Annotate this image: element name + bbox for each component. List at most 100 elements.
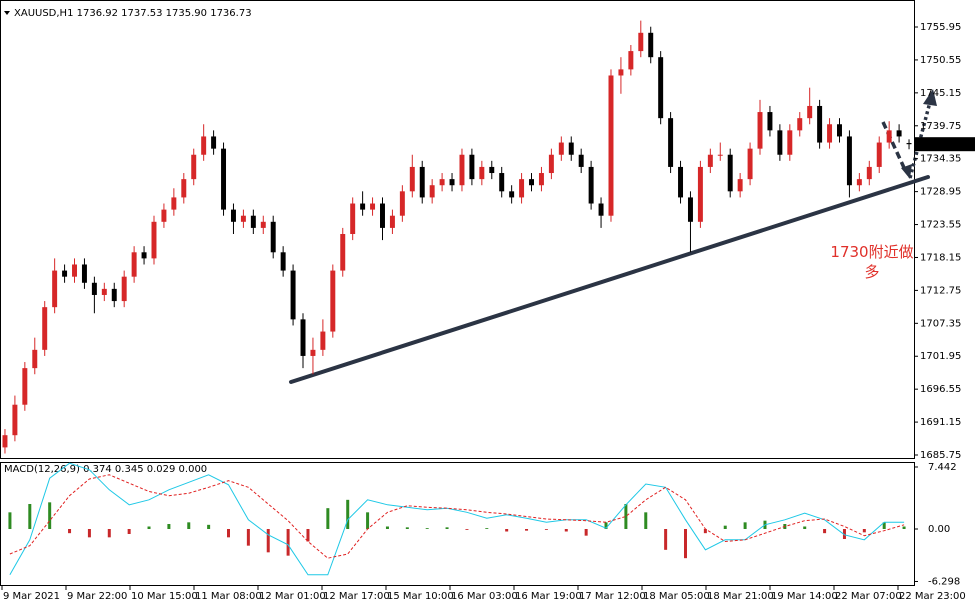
candle-body <box>91 282 97 295</box>
candle-body <box>2 435 8 448</box>
histogram-bar <box>803 526 807 529</box>
candle-body <box>141 252 147 259</box>
candle-body <box>340 233 346 271</box>
histogram-bar <box>564 529 568 532</box>
candle-body <box>638 32 644 52</box>
x-tick-label: 16 Mar 03:00 <box>451 591 518 602</box>
x-tick-label: 22 Mar 23:00 <box>899 591 966 602</box>
histogram-bar <box>544 529 548 530</box>
candle-body <box>399 191 405 216</box>
candle-body <box>687 197 693 222</box>
candle-body <box>12 404 18 436</box>
y-tick-label: 1739.75 <box>920 121 961 132</box>
candle-body <box>598 203 604 216</box>
candle-body <box>42 307 48 350</box>
x-tick-label: 19 Mar 14:00 <box>771 591 838 602</box>
candle-body <box>767 112 773 131</box>
candle-body <box>171 197 177 210</box>
price-tag <box>915 137 975 152</box>
candle-body <box>856 179 862 186</box>
y-tick-label: 1734.35 <box>920 154 961 165</box>
histogram-bar <box>584 529 588 536</box>
candle-body <box>707 154 713 167</box>
candle-body <box>151 221 157 259</box>
histogram-bar <box>743 522 747 529</box>
candle-body <box>807 105 813 119</box>
candle-body <box>52 270 58 308</box>
histogram-bar <box>644 512 648 529</box>
y-tick-label: 1755.95 <box>920 22 961 33</box>
y-tick-label: 1691.15 <box>920 417 961 428</box>
candle-body <box>797 118 803 131</box>
y-tick-label: 1696.55 <box>920 384 961 395</box>
y-tick-label: 1750.55 <box>920 55 961 66</box>
y-tick-label: 1707.35 <box>920 318 961 329</box>
candle-body <box>846 136 852 186</box>
candle-body <box>449 179 455 186</box>
histogram-bar <box>723 525 727 529</box>
trend-line <box>289 175 930 384</box>
y-tick-label: 0.00 <box>928 524 950 535</box>
candle-body <box>678 166 684 198</box>
candle-body <box>419 166 425 198</box>
candle-body <box>648 32 654 58</box>
histogram-bar <box>207 524 211 529</box>
x-tick-label: 15 Mar 10:00 <box>387 591 454 602</box>
histogram-bar <box>505 529 509 532</box>
candle-body <box>558 142 564 155</box>
candle-body <box>370 203 376 210</box>
candle-body <box>191 154 197 180</box>
arrow-head <box>923 89 937 106</box>
histogram-bar <box>684 529 687 559</box>
histogram-bar <box>902 526 906 529</box>
y-tick-label: -6.298 <box>928 576 960 587</box>
y-tick-label: 7.442 <box>928 462 957 473</box>
histogram-bar <box>147 526 151 529</box>
price-pane <box>0 0 915 459</box>
candle-body <box>62 270 68 277</box>
histogram-bar <box>68 529 72 534</box>
candle-body <box>608 75 614 216</box>
main-line <box>9 462 905 576</box>
candle-body <box>409 166 415 192</box>
candle-body <box>479 166 485 180</box>
candle-body <box>330 270 336 332</box>
candle-body <box>161 209 167 222</box>
candle-body <box>72 264 77 277</box>
histogram-bar <box>127 529 131 534</box>
chart-title: XAUUSD,H1 1736.92 1737.53 1735.90 1736.7… <box>14 8 252 19</box>
y-tick-label: 1685.75 <box>920 450 961 461</box>
histogram-bar <box>366 512 370 529</box>
histogram-bar <box>842 529 846 539</box>
histogram-bar <box>823 529 827 534</box>
candle-body <box>221 148 227 210</box>
x-tick-label: 22 Mar 07:00 <box>835 591 902 602</box>
candle-body <box>519 179 525 198</box>
current-price: 1736.73 <box>920 139 961 150</box>
candle-body <box>121 276 127 302</box>
histogram-bar <box>425 528 429 529</box>
candle-body <box>310 349 316 356</box>
x-tick-label: 17 Mar 12:00 <box>579 591 646 602</box>
histogram-bar <box>266 529 270 553</box>
x-tick-label: 11 Mar 08:00 <box>195 591 262 602</box>
candle-body <box>211 136 217 149</box>
candle-body <box>499 173 505 192</box>
histogram-bar <box>187 522 191 529</box>
histogram-bar <box>286 529 290 556</box>
histogram-bar <box>167 524 171 529</box>
candle-body <box>548 154 554 174</box>
y-tick-label: 1718.15 <box>920 252 961 263</box>
histogram-bar <box>107 529 111 538</box>
histogram-bar <box>664 529 668 550</box>
histogram-bar <box>604 522 608 529</box>
histogram-bar <box>306 529 310 542</box>
histogram-bar <box>346 499 350 529</box>
candle-body <box>489 166 495 174</box>
candle-body <box>747 148 753 180</box>
histogram-bar <box>28 504 32 529</box>
candle-body <box>201 136 207 155</box>
candle-body <box>459 154 465 186</box>
y-tick-label: 1745.15 <box>920 88 961 99</box>
